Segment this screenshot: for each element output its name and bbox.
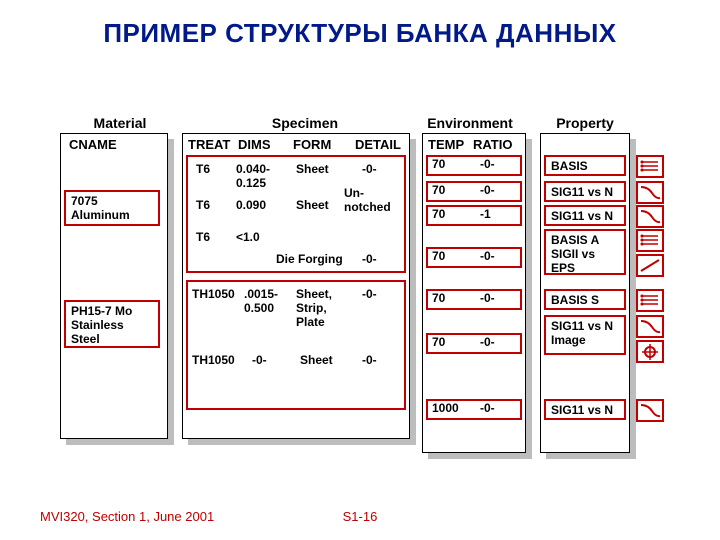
sp-g1-r0-form: Sheet — [296, 163, 329, 177]
prop-row-2: SIG11 vs N — [544, 205, 626, 226]
sp-g1-r2-dims: <1.0 — [236, 231, 260, 245]
env-r2-ratio: -1 — [480, 208, 491, 222]
env-row-5: 70 -0- — [426, 333, 522, 354]
env-row-4: 70 -0- — [426, 289, 522, 310]
specimen-header-treat: TREAT — [188, 137, 230, 152]
prop-row-1: SIG11 vs N — [544, 181, 626, 202]
prop-icon-6b — [636, 340, 664, 363]
env-r0-ratio: -0- — [480, 158, 495, 172]
col-header-material: Material — [70, 115, 170, 131]
env-header-temp: TEMP — [428, 137, 464, 152]
env-r0-temp: 70 — [432, 158, 445, 172]
prop-icon-3a — [636, 229, 664, 252]
col-header-specimen: Specimen — [230, 115, 380, 131]
material-row-0: 7075 Aluminum — [64, 190, 160, 226]
prop-icon-8 — [636, 399, 664, 422]
sp-g1-r0-detail: -0- — [362, 163, 377, 177]
curve-icon — [638, 207, 662, 226]
sp-g1-r2-detail: -0- — [362, 253, 377, 267]
env-r4-ratio: -0- — [480, 292, 495, 306]
specimen-header-form: FORM — [293, 137, 331, 152]
env-r6-temp: 1000 — [432, 402, 459, 416]
prop-icon-6a — [636, 315, 664, 338]
sp-g1-r0-treat: T6 — [196, 163, 210, 177]
env-r1-ratio: -0- — [480, 184, 495, 198]
prop-row-0: BASIS — [544, 155, 626, 176]
sp-g1-r0-dims: 0.040- 0.125 — [236, 163, 270, 191]
target-icon — [638, 342, 662, 361]
env-r3-temp: 70 — [432, 250, 445, 264]
table-icon — [638, 231, 662, 250]
env-row-1: 70 -0- — [426, 181, 522, 202]
material-header-cname: CNAME — [69, 137, 117, 152]
prop-row-6: SIG11 vs N Image — [544, 315, 626, 355]
sp-g2-r1-treat: TH1050 — [192, 354, 235, 368]
env-r2-temp: 70 — [432, 208, 445, 222]
sp-g1-r1-dims: 0.090 — [236, 199, 266, 213]
env-r6-ratio: -0- — [480, 402, 495, 416]
env-header-ratio: RATIO — [473, 137, 512, 152]
specimen-header-dims: DIMS — [238, 137, 271, 152]
prop-icon-5 — [636, 289, 664, 312]
env-row-0: 70 -0- — [426, 155, 522, 176]
specimen-group-1: T6 0.040- 0.125 Sheet -0- T6 0.090 Sheet… — [186, 155, 406, 273]
prop-icon-1 — [636, 181, 664, 204]
prop-icon-3b — [636, 254, 664, 277]
sp-g2-r1-dims: -0- — [252, 354, 267, 368]
curve-icon — [638, 401, 662, 420]
curve-icon — [638, 183, 662, 202]
table-icon — [638, 291, 662, 310]
specimen-header-detail: DETAIL — [355, 137, 401, 152]
material-row-1: PH15-7 Mo Stainless Steel — [64, 300, 160, 348]
col-header-property: Property — [540, 115, 630, 131]
sp-g1-r1-detail: Un- notched — [344, 187, 391, 215]
col-header-environment: Environment — [410, 115, 530, 131]
diagram-stage: Material Specimen Environment Property C… — [60, 115, 670, 475]
env-r3-ratio: -0- — [480, 250, 495, 264]
material-card: CNAME — [60, 133, 168, 439]
sp-g2-r0-treat: TH1050 — [192, 288, 235, 302]
line-icon — [638, 256, 662, 275]
prop-row-5: BASIS S — [544, 289, 626, 310]
table-icon — [638, 157, 662, 176]
env-row-2: 70 -1 — [426, 205, 522, 226]
specimen-group-2: TH1050 .0015- 0.500 Sheet, Strip, Plate … — [186, 280, 406, 410]
sp-g1-r1-treat: T6 — [196, 199, 210, 213]
prop-row-3: BASIS A SIGII vs EPS — [544, 229, 626, 275]
prop-row-8: SIG11 vs N — [544, 399, 626, 420]
sp-g2-r1-detail: -0- — [362, 354, 377, 368]
sp-g1-r2-treat: T6 — [196, 231, 210, 245]
sp-g1-r1-form: Sheet — [296, 199, 329, 213]
env-r4-temp: 70 — [432, 292, 445, 306]
prop-icon-2 — [636, 205, 664, 228]
env-row-3: 70 -0- — [426, 247, 522, 268]
env-row-6: 1000 -0- — [426, 399, 522, 420]
prop-icon-0 — [636, 155, 664, 178]
env-r5-ratio: -0- — [480, 336, 495, 350]
sp-g2-r0-dims: .0015- 0.500 — [244, 288, 278, 316]
env-r1-temp: 70 — [432, 184, 445, 198]
footer-center: S1-16 — [0, 509, 720, 524]
sp-g1-r2-form: Die Forging — [276, 253, 343, 267]
sp-g2-r0-form: Sheet, Strip, Plate — [296, 288, 332, 329]
env-r5-temp: 70 — [432, 336, 445, 350]
sp-g2-r1-form: Sheet — [300, 354, 333, 368]
sp-g2-r0-detail: -0- — [362, 288, 377, 302]
curve-icon — [638, 317, 662, 336]
page-title: ПРИМЕР СТРУКТУРЫ БАНКА ДАННЫХ — [0, 0, 720, 49]
